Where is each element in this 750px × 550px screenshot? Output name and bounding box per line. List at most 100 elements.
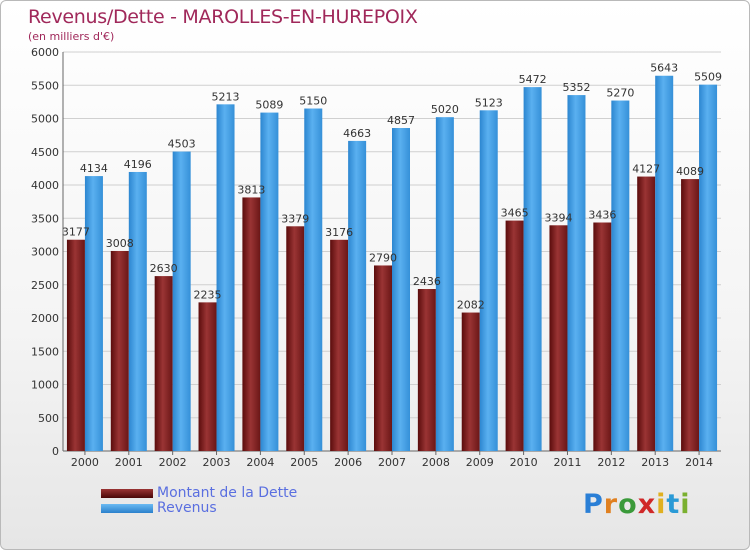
logo-letter: i (680, 489, 691, 520)
y-tick-label: 4500 (31, 146, 59, 159)
data-label-revenue: 4503 (168, 138, 196, 151)
y-tick-label: 1500 (31, 345, 59, 358)
x-tick-label: 2014 (685, 456, 713, 469)
bar-revenue (216, 104, 235, 451)
data-label-debt: 4127 (632, 163, 660, 176)
data-label-revenue: 5213 (212, 90, 240, 103)
bar-debt (461, 312, 480, 451)
y-tick-label: 0 (52, 445, 59, 458)
logo-letter: t (666, 489, 681, 520)
bars (66, 75, 718, 452)
data-label-revenue: 5472 (519, 73, 547, 86)
data-label-revenue: 4663 (343, 127, 371, 140)
data-label-debt: 3177 (62, 226, 90, 239)
chart-subtitle: (en milliers d'€) (28, 30, 115, 43)
chart-title: Revenus/Dette - MAROLLES-EN-HUREPOIX (28, 6, 418, 28)
data-label-revenue: 5150 (299, 95, 327, 108)
x-tick-label: 2004 (246, 456, 274, 469)
bar-revenue (348, 140, 367, 451)
x-tick-label: 2003 (203, 456, 231, 469)
logo-letter: i (656, 489, 667, 520)
bar-revenue (523, 87, 542, 451)
y-axis-ticks: 0 500 1000 1500 2000 2500 3000 3500 4000 4500 5000… (31, 46, 59, 458)
data-label-revenue: 5643 (650, 62, 678, 75)
bar-revenue (392, 128, 410, 451)
bar-revenue (172, 151, 191, 451)
bar-debt (505, 220, 524, 451)
x-tick-label: 2006 (334, 456, 362, 469)
bar-debt (110, 250, 129, 451)
x-tick-label: 2012 (597, 456, 625, 469)
legend-swatch-revenue (101, 504, 153, 513)
logo-letter: r (603, 489, 619, 520)
bar-revenue (567, 95, 586, 451)
legend-label-debt: Montant de la Dette (157, 485, 298, 501)
bar-debt (286, 226, 305, 451)
y-tick-label: 3500 (31, 212, 59, 225)
bar-revenue (304, 108, 323, 452)
bar-debt (198, 302, 217, 451)
y-tick-label: 4000 (31, 179, 59, 192)
bar-debt (66, 239, 85, 451)
data-label-debt: 3394 (544, 211, 572, 224)
logo-letter: o (618, 489, 638, 520)
bar-revenue (260, 112, 279, 452)
bar-revenue (611, 100, 630, 452)
bar-revenue (479, 110, 498, 452)
data-label-debt: 2082 (457, 299, 485, 312)
bar-debt (330, 239, 349, 451)
bar-revenue (435, 117, 454, 452)
data-label-revenue: 5509 (694, 71, 722, 84)
data-label-debt: 3813 (237, 183, 265, 196)
y-tick-label: 5500 (31, 79, 59, 92)
data-label-revenue: 4196 (124, 158, 152, 171)
data-label-debt: 4089 (676, 165, 704, 178)
data-label-debt: 3465 (501, 207, 529, 220)
logo-letter: x (637, 489, 657, 520)
bar-debt (154, 276, 173, 451)
x-tick-label: 2005 (290, 456, 318, 469)
x-tick-label: 2013 (641, 456, 669, 469)
data-label-revenue: 4857 (387, 114, 415, 127)
proxiti-logo: Proxiti (583, 489, 691, 520)
x-tick-label: 2010 (510, 456, 538, 469)
data-label-debt: 2436 (413, 275, 441, 288)
y-tick-label: 500 (38, 412, 59, 425)
x-tick-label: 2009 (466, 456, 494, 469)
bar-revenue (655, 75, 674, 451)
y-tick-label: 2000 (31, 312, 59, 325)
bar-debt (374, 265, 392, 451)
bar-debt (242, 197, 261, 451)
x-tick-label: 2000 (71, 456, 99, 469)
y-tick-label: 6000 (31, 46, 59, 59)
data-label-debt: 2630 (150, 262, 178, 275)
data-labels: 3177 4134 3008 4196 2630 4503 2235 5213 3813 5089… (62, 62, 722, 312)
logo-letter: P (583, 489, 604, 520)
bar-revenue (84, 176, 103, 452)
x-tick-label: 2001 (115, 456, 143, 469)
y-tick-label: 2500 (31, 279, 59, 292)
data-label-revenue: 5020 (431, 103, 459, 116)
bar-debt (417, 289, 436, 451)
x-tick-label: 2007 (378, 456, 406, 469)
bar-debt (593, 222, 612, 451)
data-label-debt: 3008 (106, 237, 134, 250)
x-tick-label: 2008 (422, 456, 450, 469)
data-label-revenue: 5089 (255, 99, 283, 112)
bar-debt (637, 176, 656, 451)
x-tick-label: 2002 (159, 456, 187, 469)
data-label-debt: 2235 (194, 288, 222, 301)
data-label-debt: 3436 (588, 209, 616, 222)
legend-swatch-debt (101, 489, 153, 498)
bar-revenue (128, 171, 147, 451)
bar-revenue (699, 84, 718, 452)
data-label-debt: 3176 (325, 226, 353, 239)
data-label-revenue: 4134 (80, 162, 108, 175)
data-label-revenue: 5352 (562, 81, 590, 94)
data-label-revenue: 5123 (475, 96, 503, 109)
legend-label-revenue: Revenus (157, 500, 217, 516)
x-axis-ticks: 2000 2001 2002 2003 2004 2005 2006 2007 2008 2009… (71, 451, 713, 469)
y-tick-label: 5000 (31, 113, 59, 126)
